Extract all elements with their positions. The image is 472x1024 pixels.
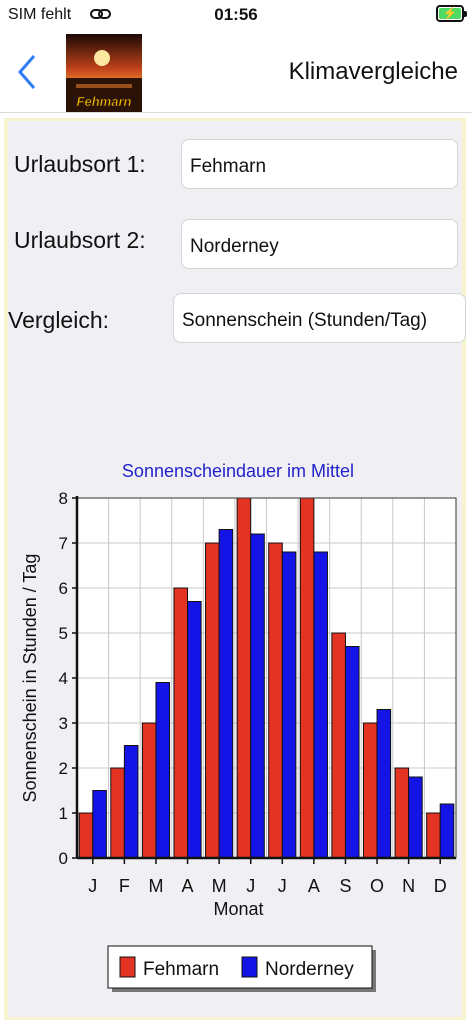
location2-label: Urlaubsort 2:: [14, 227, 146, 253]
x-tick-label: J: [246, 876, 255, 896]
x-tick-label: J: [88, 876, 97, 896]
y-tick-label: 3: [59, 714, 68, 733]
compare-label: Vergleich:: [8, 307, 110, 333]
y-tick-label: 1: [59, 804, 68, 823]
bar-fehmarn: [394, 767, 410, 859]
page-title: Klimavergleiche: [288, 58, 458, 85]
bar-fehmarn: [173, 587, 189, 859]
bar-norderney: [187, 601, 202, 859]
bar-fehmarn: [141, 722, 157, 859]
y-tick-label: 8: [59, 489, 68, 508]
y-tick-label: 6: [59, 579, 68, 598]
x-tick-label: M: [148, 876, 163, 896]
x-tick-label: A: [308, 876, 320, 896]
x-tick-label: M: [212, 876, 227, 896]
legend-label-norderney: Norderney: [265, 959, 354, 980]
bar-norderney: [344, 646, 360, 859]
bar-norderney: [408, 776, 423, 859]
x-tick-label: D: [434, 876, 447, 896]
legend-label-fehmarn: Fehmarn: [143, 959, 219, 980]
status-time: 01:56: [214, 5, 258, 24]
bar-norderney: [439, 803, 455, 859]
y-axis-label: Sonnenschein in Stunden / Tag: [20, 554, 40, 803]
bar-fehmarn: [205, 542, 220, 859]
bar-norderney: [123, 745, 139, 859]
bar-norderney: [250, 533, 265, 859]
x-tick-label: S: [339, 876, 351, 896]
x-tick-label: O: [370, 876, 384, 896]
legend-swatch-fehmarn: [119, 956, 136, 978]
location2-field[interactable]: Norderney: [181, 219, 458, 269]
y-tick-label: 7: [59, 534, 68, 553]
bar-fehmarn: [299, 497, 315, 859]
bar-fehmarn: [78, 812, 94, 859]
x-axis-label: Monat: [213, 899, 263, 919]
app-logo: Fehmarn: [66, 34, 142, 112]
battery-icon: ⚡: [436, 5, 467, 22]
bar-norderney: [218, 529, 234, 859]
bar-fehmarn: [268, 542, 283, 859]
x-tick-label: N: [402, 876, 415, 896]
y-tick-label: 4: [59, 669, 68, 688]
bar-fehmarn: [110, 767, 125, 859]
bar-norderney: [155, 682, 171, 859]
y-tick-label: 0: [59, 849, 68, 868]
compare-select[interactable]: Sonnenschein (Stunden/Tag): [173, 293, 466, 343]
x-tick-label: F: [119, 876, 130, 896]
navigation-bar: Fehmarn Klimavergleiche: [0, 30, 472, 113]
svg-text:Fehmarn: Fehmarn: [77, 94, 132, 109]
bar-fehmarn: [426, 812, 441, 859]
bar-norderney: [313, 551, 328, 859]
y-tick-label: 5: [59, 624, 68, 643]
back-button[interactable]: [14, 52, 44, 92]
comparison-form: Urlaubsort 1: Fehmarn Urlaubsort 2: Nord…: [4, 118, 466, 430]
location1-field[interactable]: Fehmarn: [181, 139, 458, 189]
carrier-text: SIM fehlt: [8, 6, 72, 23]
bar-fehmarn: [362, 722, 378, 859]
legend-swatch-norderney: [241, 956, 258, 978]
chart-legend: Fehmarn Norderney: [107, 945, 376, 992]
chart-title: Sonnenscheindauer im Mittel: [122, 461, 354, 481]
bar-fehmarn: [236, 497, 252, 859]
y-tick-label: 2: [59, 759, 68, 778]
x-tick-label: A: [182, 876, 194, 896]
bar-norderney: [376, 709, 392, 859]
status-bar: SIM fehlt 01:56 ⚡: [0, 0, 472, 30]
bar-fehmarn: [331, 632, 346, 859]
link-icon: [90, 9, 111, 19]
x-tick-label: J: [278, 876, 287, 896]
bar-norderney: [92, 790, 107, 859]
bar-norderney: [281, 551, 297, 859]
chevron-left-icon: [18, 55, 36, 89]
location1-label: Urlaubsort 1:: [14, 151, 146, 177]
legend-box: [107, 945, 373, 989]
